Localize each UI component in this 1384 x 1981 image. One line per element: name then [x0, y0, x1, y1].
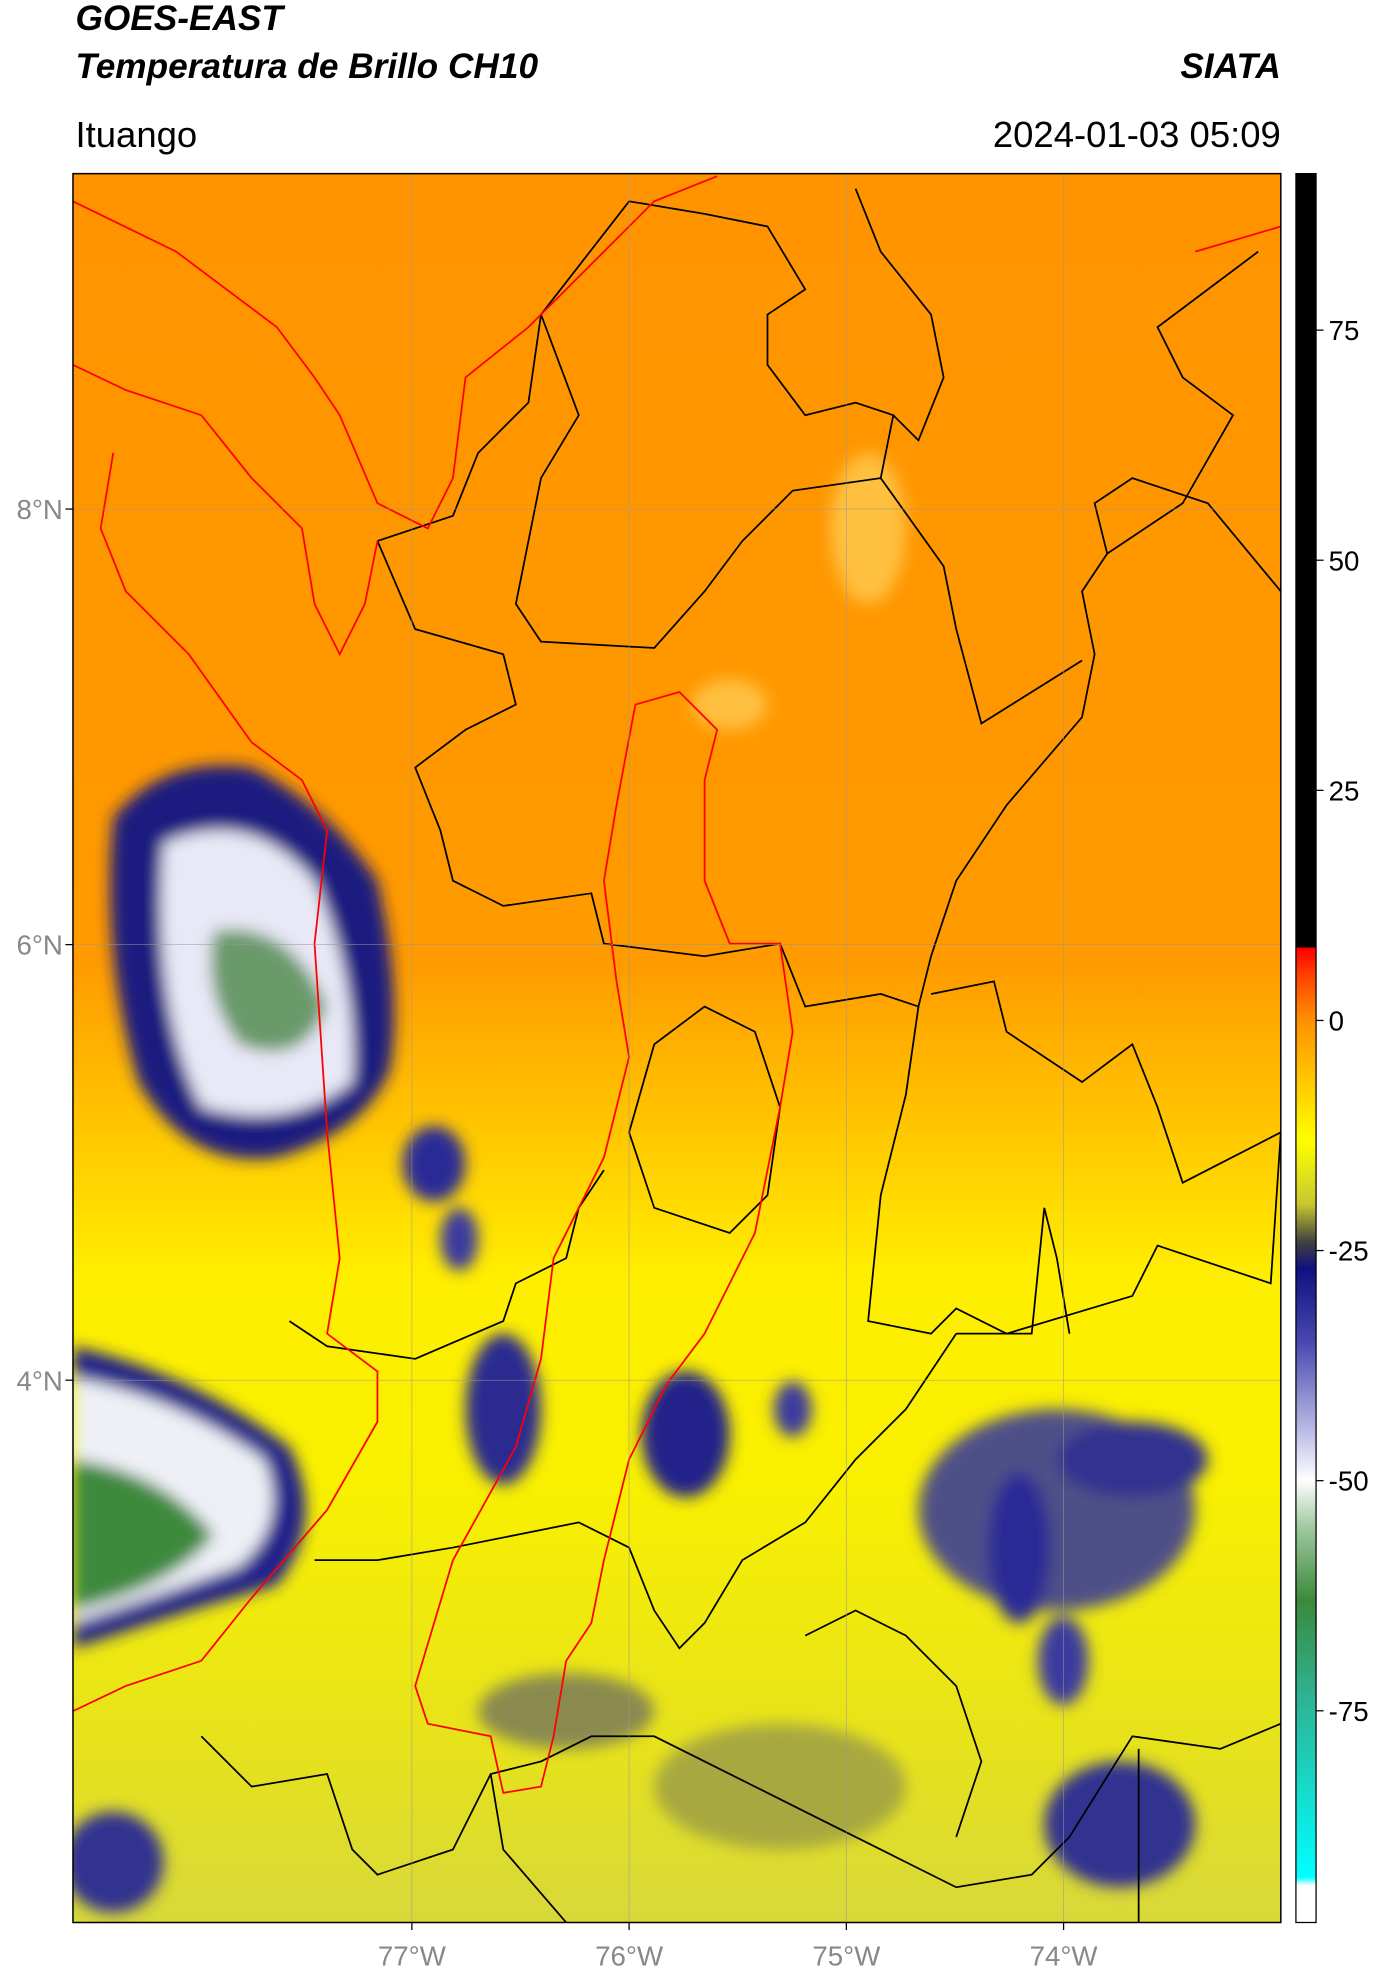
- subtitle: Temperatura de Brillo CH10: [75, 47, 538, 86]
- y-tick-label: 4°N: [16, 1365, 62, 1396]
- x-tick-label: 76°W: [595, 1940, 664, 1971]
- colorbar: [1295, 172, 1317, 1924]
- location: Ituango: [75, 114, 197, 155]
- source: SIATA: [1180, 47, 1280, 86]
- admin-boundaries: [200, 188, 1281, 1923]
- x-tick-label: 74°W: [1030, 1940, 1099, 1971]
- colorbar-tick-label: 25: [1329, 775, 1360, 806]
- x-tick-label: 77°W: [378, 1940, 447, 1971]
- y-tick-label: 6°N: [16, 930, 62, 961]
- region-boundaries: [72, 175, 1281, 1794]
- grid: [72, 173, 1281, 1923]
- colorbar-tick-label: 75: [1329, 315, 1360, 346]
- map-image: [72, 173, 1281, 1923]
- colorbar-tick-label: -25: [1329, 1236, 1369, 1267]
- map-frame: [72, 172, 1282, 1924]
- colorbar-tick-label: 0: [1329, 1006, 1344, 1037]
- colorbar-tick-label: -75: [1329, 1696, 1369, 1727]
- colorbar-tick-label: 50: [1329, 545, 1360, 576]
- x-tick-label: 75°W: [812, 1940, 881, 1971]
- title: GOES-EAST: [75, 0, 285, 38]
- datetime: 2024-01-03 05:09: [993, 114, 1281, 155]
- colorbar-tick-label: -50: [1329, 1466, 1369, 1497]
- y-tick-label: 8°N: [16, 494, 62, 525]
